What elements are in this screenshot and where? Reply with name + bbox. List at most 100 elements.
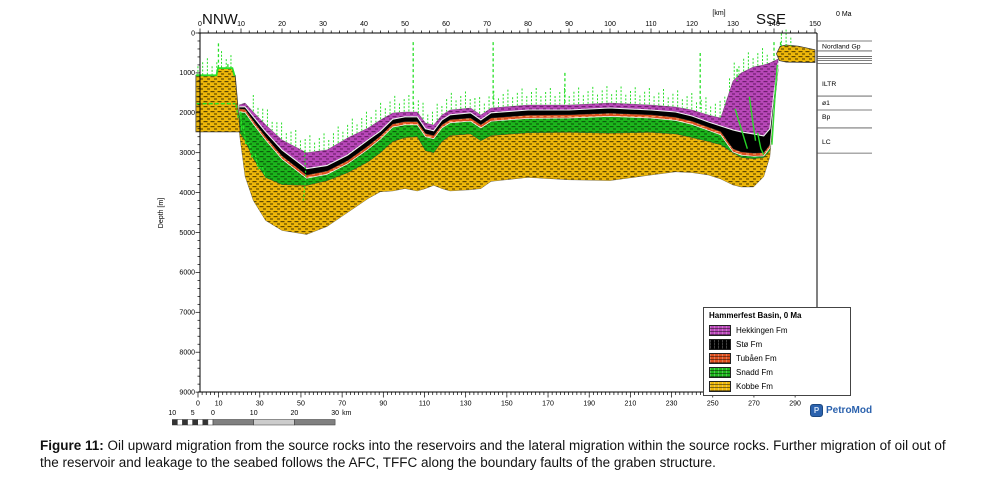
bottom-axis-tick-label: 110 <box>419 401 430 408</box>
legend-swatch <box>709 366 731 378</box>
bottom-axis-tick-label: 210 <box>625 401 637 408</box>
scalebar-label: 20 <box>291 410 299 417</box>
legend-swatch <box>709 338 731 350</box>
legend-item: Stø Fm <box>709 337 845 351</box>
scalebar-cell <box>202 419 209 426</box>
legend-item: Snadd Fm <box>709 365 845 379</box>
caption-label: Figure 11: <box>40 438 104 453</box>
kobbe-seabed-tongue <box>776 44 816 63</box>
bottom-axis-tick-label: 130 <box>460 401 472 408</box>
scalebar-cell <box>212 419 254 426</box>
axes: 0 10 20 30 40 50 60 70 80 90 100 110 120 130 140 150[km… <box>158 10 852 408</box>
orientation-label-sse: SSE <box>756 11 786 28</box>
oil-migration-overlay <box>195 29 792 201</box>
scalebar-unit: km <box>342 410 352 417</box>
legend-swatch <box>709 324 731 336</box>
basin-axis-streak <box>302 150 307 201</box>
bottom-axis-tick-label: 30 <box>256 401 264 408</box>
legend-swatch <box>709 352 731 364</box>
graben-oil-vein <box>756 132 765 155</box>
legend-swatch <box>709 380 731 392</box>
slope-migration-line <box>235 104 267 178</box>
panel-unit-label: Bp <box>822 114 831 121</box>
panel-unit-label: LC <box>822 139 831 146</box>
petromod-logo: P PetroMod <box>810 404 872 417</box>
top-axis-tick-label: 140 <box>768 21 780 28</box>
top-axis-tick-label: 90 <box>565 21 573 28</box>
legend-title: Hammerfest Basin, 0 Ma <box>709 311 802 320</box>
top-axis-tick-label: 130 <box>727 21 739 28</box>
legend-item-label: Tubåen Fm <box>736 353 777 363</box>
top-axis-tick-label: 110 <box>645 21 656 28</box>
top-axis-tick-label: 10 <box>237 21 245 28</box>
top-axis-tick-label: 40 <box>360 21 368 28</box>
top-axis-tick-label: 120 <box>686 21 698 28</box>
bottom-axis-tick-label: 250 <box>707 401 719 408</box>
migration-surface-line <box>195 67 236 77</box>
top-axis-tick-label: 0 <box>198 21 202 28</box>
scalebar-cell <box>294 419 336 426</box>
depth-axis-tick-label: 5000 <box>179 230 195 237</box>
scalebar-cell <box>172 419 178 426</box>
figure-caption: Figure 11: Oil upward migration from the… <box>40 437 956 472</box>
figure-area: 0 10 20 30 40 50 60 70 80 90 100 110 120 130 140 150 [km… <box>158 10 872 426</box>
bottom-axis-tick-label: 290 <box>789 401 801 408</box>
top-axis-tick-label: 20 <box>278 21 286 28</box>
top-axis-tick-label: 60 <box>442 21 450 28</box>
petromod-logo-text: PetroMod <box>826 405 873 416</box>
depth-axis-tick-label: 9000 <box>179 389 195 396</box>
cross-section-plot: 0 10 20 30 40 50 60 70 80 90 100 110 120 130 140 150[km… <box>158 10 872 426</box>
bottom-axis-tick-label: 230 <box>666 401 678 408</box>
depth-axis-tick-label: 7000 <box>179 310 195 317</box>
panel-unit-label: ø1 <box>822 100 830 107</box>
scalebar-cell <box>187 419 193 426</box>
depth-axis-title: Depth [m] <box>158 198 165 228</box>
scalebar-cell <box>197 419 204 426</box>
scalebar-cell <box>192 419 198 426</box>
scalebar-cell <box>182 419 188 426</box>
kobbe-left-block <box>195 67 241 133</box>
bottom-axis-tick-label: 70 <box>338 401 346 408</box>
scalebar-label: 5 <box>191 410 195 417</box>
map-scalebar: 10 5 0 10 20 30 km <box>168 410 352 426</box>
top-axis-tick-label: 150 <box>809 21 821 28</box>
depth-axis-tick-label: 6000 <box>179 270 195 277</box>
bottom-axis-tick-label: 190 <box>583 401 595 408</box>
depth-axis-tick-label: 0 <box>191 30 195 37</box>
scalebar-label: 0 <box>211 410 215 417</box>
scalebar-label: 30 <box>331 410 339 417</box>
legend-item: Kobbe Fm <box>709 379 845 393</box>
bottom-axis-tick-label: 170 <box>542 401 554 408</box>
orientation-label-nnw: NNW <box>202 11 239 28</box>
legend-item: Tubåen Fm <box>709 351 845 365</box>
top-axis-tick-label: 80 <box>524 21 532 28</box>
bottom-axis-tick-label: 10 <box>215 401 223 408</box>
legend-box: Hammerfest Basin, 0 Ma Hekkingen Fm Stø F… <box>703 307 851 396</box>
layer-separator-line <box>239 62 779 170</box>
top-axis-unit-label: [km] <box>712 10 725 17</box>
scalebar-label: 10 <box>250 410 258 417</box>
depth-axis-tick-label: 4000 <box>179 190 195 197</box>
legend-item-label: Hekkingen Fm <box>736 325 788 335</box>
stratigraphy-panel: Nordland Gp ILTR ø1 Bp LC <box>817 40 872 154</box>
depth-axis-tick-label: 3000 <box>179 150 195 157</box>
depth-axis-tick-label: 1000 <box>179 70 195 77</box>
legend-item-label: Stø Fm <box>736 339 763 349</box>
scalebar-cell <box>177 419 183 426</box>
section-layers <box>195 44 816 235</box>
legend-item: Hekkingen Fm <box>709 323 845 337</box>
panel-unit-label: ILTR <box>822 81 836 88</box>
petromod-icon: P <box>810 404 823 417</box>
bottom-axis-tick-label: 270 <box>748 401 760 408</box>
layer-separator-line <box>239 66 779 179</box>
top-axis-tick-label: 30 <box>319 21 327 28</box>
legend-rows: Hekkingen Fm Stø Fm Tubåen Fm Snadd Fm Kobbe… <box>709 323 845 393</box>
top-axis-tick-label: 50 <box>401 21 409 28</box>
panel-unit-label: Nordland Gp <box>822 44 861 51</box>
depth-axis-tick-label: 2000 <box>179 110 195 117</box>
graben-oil-vein <box>748 96 757 141</box>
age-label: 0 Ma <box>836 11 852 18</box>
caption-text: Oil upward migration from the source roc… <box>40 438 946 471</box>
graben-oil-vein <box>771 64 778 145</box>
